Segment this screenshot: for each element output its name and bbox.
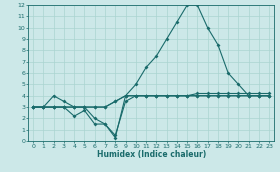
X-axis label: Humidex (Indice chaleur): Humidex (Indice chaleur) <box>97 150 206 159</box>
